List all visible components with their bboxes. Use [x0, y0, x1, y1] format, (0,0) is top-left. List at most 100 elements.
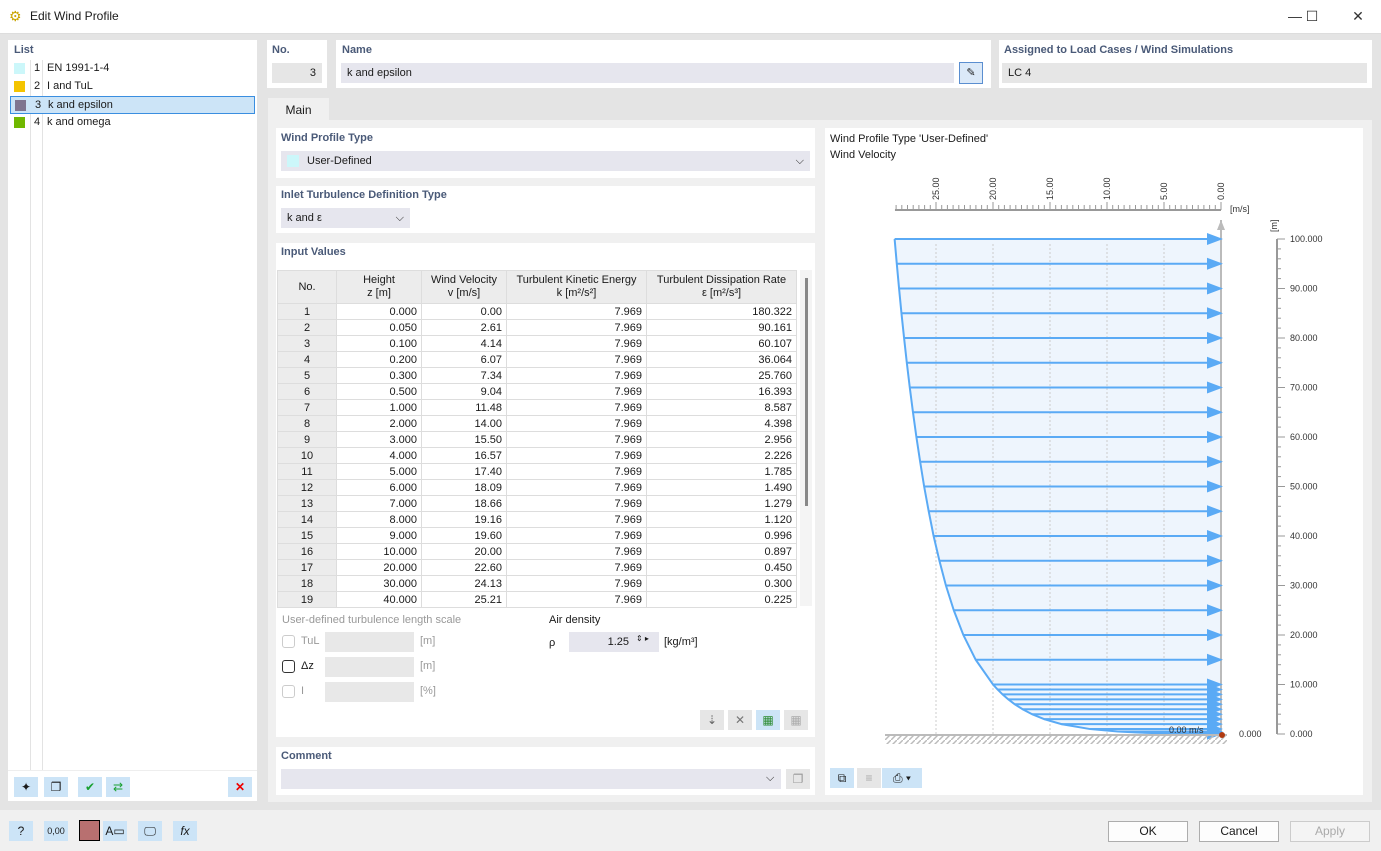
- table-cell[interactable]: 7.969: [506, 367, 647, 384]
- color-icon[interactable]: [79, 820, 100, 841]
- table-cell[interactable]: 4.000: [336, 447, 422, 464]
- table-cell[interactable]: 0.500: [336, 383, 422, 400]
- table-row[interactable]: 2 0.050 2.61 7.969 90.161: [277, 319, 797, 336]
- table-row[interactable]: 4 0.200 6.07 7.969 36.064: [277, 351, 797, 368]
- print-icon[interactable]: ⎙ ▾: [882, 768, 922, 788]
- table-row[interactable]: 15 9.000 19.60 7.969 0.996: [277, 527, 797, 544]
- table-cell[interactable]: 18.09: [421, 479, 507, 496]
- table-cell[interactable]: 25.760: [646, 367, 797, 384]
- excel-export-icon[interactable]: ▦: [756, 710, 780, 730]
- excel-import-icon[interactable]: ▦: [784, 710, 808, 730]
- table-cell[interactable]: 36.064: [646, 351, 797, 368]
- table-cell[interactable]: 2.000: [336, 415, 422, 432]
- table-cell[interactable]: 19.16: [421, 511, 507, 528]
- tul-input[interactable]: [325, 632, 414, 652]
- table-cell[interactable]: 10.000: [336, 543, 422, 560]
- table-cell[interactable]: 18.66: [421, 495, 507, 512]
- table-cell[interactable]: 3.000: [336, 431, 422, 448]
- table-row[interactable]: 10 4.000 16.57 7.969 2.226: [277, 447, 797, 464]
- table-cell[interactable]: 0.00: [421, 303, 507, 320]
- list-item[interactable]: 3 k and epsilon: [10, 96, 255, 114]
- i-checkbox[interactable]: [282, 685, 295, 698]
- table-cell[interactable]: 7.969: [506, 335, 647, 352]
- table-cell[interactable]: 0.450: [646, 559, 797, 576]
- table-cell[interactable]: 7.969: [506, 511, 647, 528]
- edit-name-icon[interactable]: ✎: [959, 62, 983, 84]
- ok-button[interactable]: OK: [1108, 821, 1188, 842]
- table-cell[interactable]: 8.587: [646, 399, 797, 416]
- input-values-table[interactable]: No. Height z [m] Wind Velocity v [m/s] Turbul…: [277, 270, 797, 608]
- table-cell[interactable]: 19.60: [421, 527, 507, 544]
- table-cell[interactable]: 7.969: [506, 591, 647, 608]
- view-options-icon[interactable]: ⧉: [830, 768, 854, 788]
- table-row[interactable]: 6 0.500 9.04 7.969 16.393: [277, 383, 797, 400]
- tab-main[interactable]: Main: [268, 98, 329, 122]
- list-item[interactable]: 1 EN 1991-1-4: [10, 60, 255, 78]
- minimize-button[interactable]: —: [1288, 8, 1302, 24]
- table-cell[interactable]: 7.000: [336, 495, 422, 512]
- table-cell[interactable]: 9.04: [421, 383, 507, 400]
- table-cell[interactable]: 180.322: [646, 303, 797, 320]
- delete-row-icon[interactable]: ✕: [728, 710, 752, 730]
- table-cell[interactable]: 7.969: [506, 575, 647, 592]
- table-row[interactable]: 16 10.000 20.00 7.969 0.897: [277, 543, 797, 560]
- spin-icon[interactable]: ⇕ ▸: [636, 634, 649, 643]
- table-row[interactable]: 13 7.000 18.66 7.969 1.279: [277, 495, 797, 512]
- new-item-icon[interactable]: ✦: [14, 777, 38, 797]
- table-cell[interactable]: 7.969: [506, 559, 647, 576]
- units-icon[interactable]: 0,00: [44, 821, 68, 841]
- close-button[interactable]: ✕: [1352, 8, 1364, 24]
- table-cell[interactable]: 2.956: [646, 431, 797, 448]
- cancel-button[interactable]: Cancel: [1199, 821, 1279, 842]
- table-cell[interactable]: 7.969: [506, 543, 647, 560]
- table-cell[interactable]: 5.000: [336, 463, 422, 480]
- table-cell[interactable]: 1.120: [646, 511, 797, 528]
- table-cell[interactable]: 20.000: [336, 559, 422, 576]
- table-cell[interactable]: 7.969: [506, 447, 647, 464]
- table-row[interactable]: 19 40.000 25.21 7.969 0.225: [277, 591, 797, 608]
- inlet-dropdown[interactable]: k and ε ⌵: [281, 208, 410, 228]
- table-cell[interactable]: 0.200: [336, 351, 422, 368]
- maximize-button[interactable]: ☐: [1305, 8, 1319, 24]
- sort-icon[interactable]: ⇣: [700, 710, 724, 730]
- toggle-check-icon[interactable]: ⇄: [106, 777, 130, 797]
- table-cell[interactable]: 7.969: [506, 383, 647, 400]
- table-cell[interactable]: 14.00: [421, 415, 507, 432]
- table-row[interactable]: 17 20.000 22.60 7.969 0.450: [277, 559, 797, 576]
- table-row[interactable]: 3 0.100 4.14 7.969 60.107: [277, 335, 797, 352]
- table-cell[interactable]: 1.785: [646, 463, 797, 480]
- table-row[interactable]: 1 0.000 0.00 7.969 180.322: [277, 303, 797, 320]
- table-cell[interactable]: 0.300: [646, 575, 797, 592]
- table-cell[interactable]: 1.000: [336, 399, 422, 416]
- check-all-icon[interactable]: ✔: [78, 777, 102, 797]
- table-row[interactable]: 7 1.000 11.48 7.969 8.587: [277, 399, 797, 416]
- table-row[interactable]: 8 2.000 14.00 7.969 4.398: [277, 415, 797, 432]
- table-row[interactable]: 14 8.000 19.16 7.969 1.120: [277, 511, 797, 528]
- table-cell[interactable]: 11.48: [421, 399, 507, 416]
- table-cell[interactable]: 6.07: [421, 351, 507, 368]
- table-row[interactable]: 11 5.000 17.40 7.969 1.785: [277, 463, 797, 480]
- table-cell[interactable]: 9.000: [336, 527, 422, 544]
- air-density-input[interactable]: 1.25: [569, 632, 659, 652]
- table-cell[interactable]: 0.050: [336, 319, 422, 336]
- table-cell[interactable]: 7.969: [506, 303, 647, 320]
- list-item[interactable]: 2 I and TuL: [10, 78, 255, 96]
- table-cell[interactable]: 7.969: [506, 495, 647, 512]
- table-cell[interactable]: 4.14: [421, 335, 507, 352]
- table-cell[interactable]: 17.40: [421, 463, 507, 480]
- formula-icon[interactable]: fx: [173, 821, 197, 841]
- list-item[interactable]: 4 k and omega: [10, 114, 255, 132]
- table-cell[interactable]: 7.969: [506, 527, 647, 544]
- comment-library-icon[interactable]: ❐: [786, 769, 810, 789]
- table-cell[interactable]: 2.61: [421, 319, 507, 336]
- table-cell[interactable]: 1.279: [646, 495, 797, 512]
- dz-checkbox[interactable]: [282, 660, 295, 673]
- table-cell[interactable]: 0.300: [336, 367, 422, 384]
- table-cell[interactable]: 90.161: [646, 319, 797, 336]
- table-cell[interactable]: 25.21: [421, 591, 507, 608]
- table-row[interactable]: 5 0.300 7.34 7.969 25.760: [277, 367, 797, 384]
- table-cell[interactable]: 7.969: [506, 319, 647, 336]
- table-cell[interactable]: 0.000: [336, 303, 422, 320]
- table-cell[interactable]: 22.60: [421, 559, 507, 576]
- table-row[interactable]: 12 6.000 18.09 7.969 1.490: [277, 479, 797, 496]
